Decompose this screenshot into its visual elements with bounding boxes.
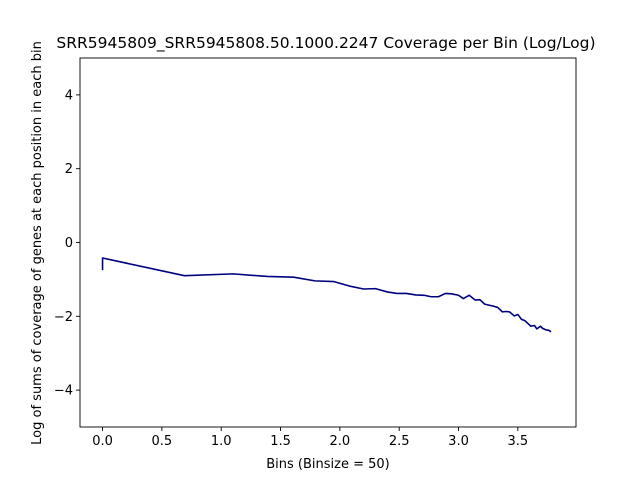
x-axis-ticks: 0.0 0.5 1.0 1.5 2.0 2.5 3.0 3.5 [92, 427, 528, 449]
y-axis-ticks: −4 −2 0 2 4 [54, 88, 80, 399]
y-tick-label: 2 [65, 162, 73, 177]
series-line-0 [101, 257, 552, 333]
y-tick-label: −4 [54, 384, 73, 399]
x-tick-label: 0.5 [152, 434, 173, 449]
x-tick-label: 2.5 [389, 434, 410, 449]
y-axis-label: Log of sums of coverage of genes at each… [30, 41, 45, 445]
x-axis-label: Bins (Binsize = 50) [266, 457, 390, 472]
chart-title: SRR5945809_SRR5945808.50.1000.2247 Cover… [56, 34, 595, 53]
x-tick-label: 1.0 [211, 434, 232, 449]
y-tick-label: 4 [65, 88, 73, 103]
x-tick-label: 3.0 [448, 434, 469, 449]
y-tick-label: −2 [54, 310, 73, 325]
x-tick-label: 1.5 [270, 434, 291, 449]
x-tick-label: 2.0 [330, 434, 351, 449]
x-tick-label: 0.0 [92, 434, 113, 449]
x-tick-label: 3.5 [508, 434, 529, 449]
y-tick-label: 0 [65, 236, 73, 251]
